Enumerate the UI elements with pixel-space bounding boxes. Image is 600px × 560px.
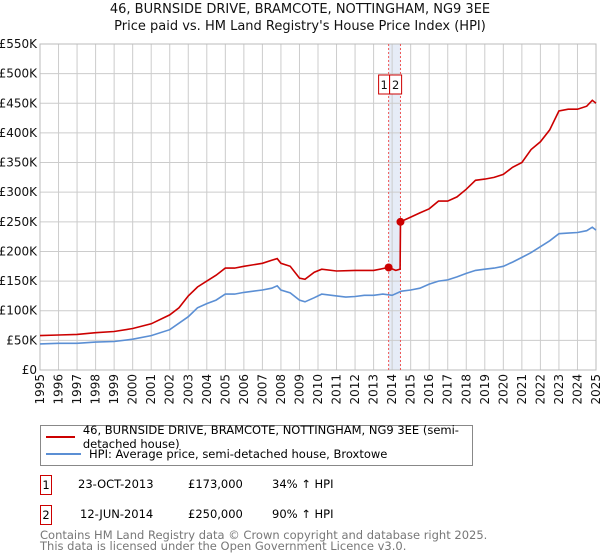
sale-hpi: 34% ↑ HPI <box>272 477 334 491</box>
x-tick-label: 2013 <box>367 374 381 405</box>
x-tick-label: 2021 <box>515 374 529 405</box>
x-tick-label: 2001 <box>144 374 158 405</box>
sale-label: 2 <box>392 78 399 92</box>
x-tick-label: 2023 <box>552 374 566 405</box>
x-tick-label: 2000 <box>126 374 140 405</box>
x-tick-label: 2012 <box>348 374 362 405</box>
x-tick-label: 2005 <box>218 374 232 405</box>
sale-point <box>384 263 393 272</box>
y-tick-label: £250K <box>0 215 38 229</box>
x-tick-label: 2015 <box>404 374 418 405</box>
x-tick-label: 1995 <box>33 374 47 405</box>
plot-frame <box>39 43 597 371</box>
sale-price: £250,000 <box>188 507 243 521</box>
x-tick-label: 2009 <box>292 374 306 405</box>
x-tick-label: 2018 <box>459 374 473 405</box>
chart: £0 £50K £100K £150K £200K £250K £300K £350K £400… <box>0 37 600 405</box>
y-tick-label: £400K <box>0 126 38 140</box>
x-tick-label: 2006 <box>237 374 251 405</box>
x-tick-label: 2020 <box>496 374 510 405</box>
y-tick-label: £200K <box>0 244 38 258</box>
x-tick-label: 2002 <box>163 374 177 405</box>
sale-date: 23-OCT-2013 <box>78 477 154 491</box>
y-tick-label: £550K <box>0 37 38 51</box>
y-tick-label: £0 <box>22 363 37 377</box>
legend: 46, BURNSIDE DRIVE, BRAMCOTE, NOTTINGHAM… <box>40 423 473 466</box>
x-tick-label: 2016 <box>422 374 436 405</box>
x-tick-label: 2010 <box>311 374 325 405</box>
x-tick-label: 2025 <box>589 374 600 405</box>
x-tick-label: 2024 <box>570 374 584 405</box>
sale-period-band <box>388 44 401 370</box>
legend-item-property: 46, BURNSIDE DRIVE, BRAMCOTE, NOTTINGHAM… <box>41 423 472 451</box>
sale-label-box <box>389 74 403 95</box>
y-tick-label: £300K <box>0 185 38 199</box>
y-tick-label: £450K <box>0 96 38 110</box>
y-tick-label: £500K <box>0 67 38 81</box>
sale-hpi: 90% ↑ HPI <box>272 507 334 521</box>
legend-label: HPI: Average price, semi-detached house,… <box>89 447 388 461</box>
sale-point <box>396 217 405 226</box>
y-tick-label: £100K <box>0 304 38 318</box>
x-tick-label: 1998 <box>89 374 103 405</box>
chart-title: 46, BURNSIDE DRIVE, BRAMCOTE, NOTTINGHAM… <box>109 2 491 17</box>
property-price-line <box>39 99 597 337</box>
x-tick-label: 2007 <box>255 374 269 405</box>
hpi-line <box>39 226 597 345</box>
footer: Contains HM Land Registry data © Crown c… <box>40 528 488 553</box>
x-tick-label: 2014 <box>385 374 399 405</box>
x-tick-label: 1997 <box>70 374 84 405</box>
y-tick-label: £50K <box>6 333 38 347</box>
x-tick-label: 2019 <box>478 374 492 405</box>
legend-swatch-blue <box>46 453 81 455</box>
x-tick-label: 2022 <box>533 374 547 405</box>
x-tick-label: 2003 <box>181 374 195 405</box>
y-tick-label: £150K <box>0 274 38 288</box>
x-tick-label: 2008 <box>274 374 288 405</box>
footer-line-1: Contains HM Land Registry data © Crown c… <box>40 528 488 542</box>
x-tick-label: 2011 <box>330 374 344 405</box>
legend-swatch-red <box>46 436 75 438</box>
legend-item-hpi: HPI: Average price, semi-detached house,… <box>41 446 387 462</box>
sale-badge: 2 <box>40 505 52 525</box>
y-tick-label: £350K <box>0 156 38 170</box>
sale-price: £173,000 <box>188 477 243 491</box>
sale-date: 12-JUN-2014 <box>80 507 154 521</box>
x-tick-label: 1999 <box>107 374 121 405</box>
x-tick-label: 2017 <box>441 374 455 405</box>
chart-subtitle: Price paid vs. HM Land Registry's House … <box>114 19 486 34</box>
x-tick-label: 1996 <box>52 374 66 405</box>
legend-label: 46, BURNSIDE DRIVE, BRAMCOTE, NOTTINGHAM… <box>82 423 459 451</box>
sale-label: 1 <box>380 78 387 92</box>
x-tick-label: 2004 <box>200 374 214 405</box>
footer-line-2: This data is licensed under the Open Gov… <box>40 539 407 553</box>
sale-badge: 1 <box>40 475 52 495</box>
